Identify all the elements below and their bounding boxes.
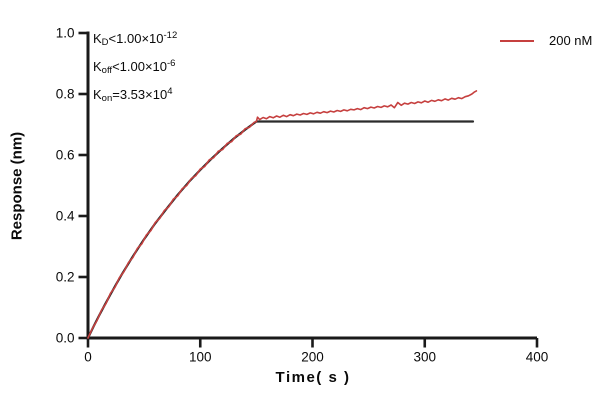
y-tick-label: 0.8 [56,87,75,102]
series-200-nM [87,90,478,339]
kd-value: KD<1.00×10-12 [93,30,178,48]
kon-value: Kon=3.53×104 [93,86,173,104]
x-axis-title: Time( s ) [275,369,351,386]
legend-line-icon [500,39,534,42]
x-tick-label: 100 [189,350,212,365]
koff-value: Koff<1.00×10-6 [93,58,176,76]
x-tick-label: 0 [84,350,92,365]
x-tick-label: 400 [526,350,549,365]
y-tick-label: 0.6 [56,148,75,163]
series-global-fit [86,120,475,340]
legend-label: 200 nM [549,33,593,48]
y-tick-label: 1.0 [56,26,75,41]
x-tick-label: 300 [413,350,436,365]
y-tick-label: 0.2 [56,270,75,285]
legend: 200 nM [500,33,592,48]
y-tick-label: 0.4 [56,209,75,224]
x-tick-label: 200 [301,350,324,365]
kinetics-annotations: KD<1.00×10-12 Koff<1.00×10-6 Kon=3.53×10… [93,25,177,109]
y-tick-label: 0.0 [56,331,75,346]
y-axis-title: Response (nm) [8,131,26,241]
